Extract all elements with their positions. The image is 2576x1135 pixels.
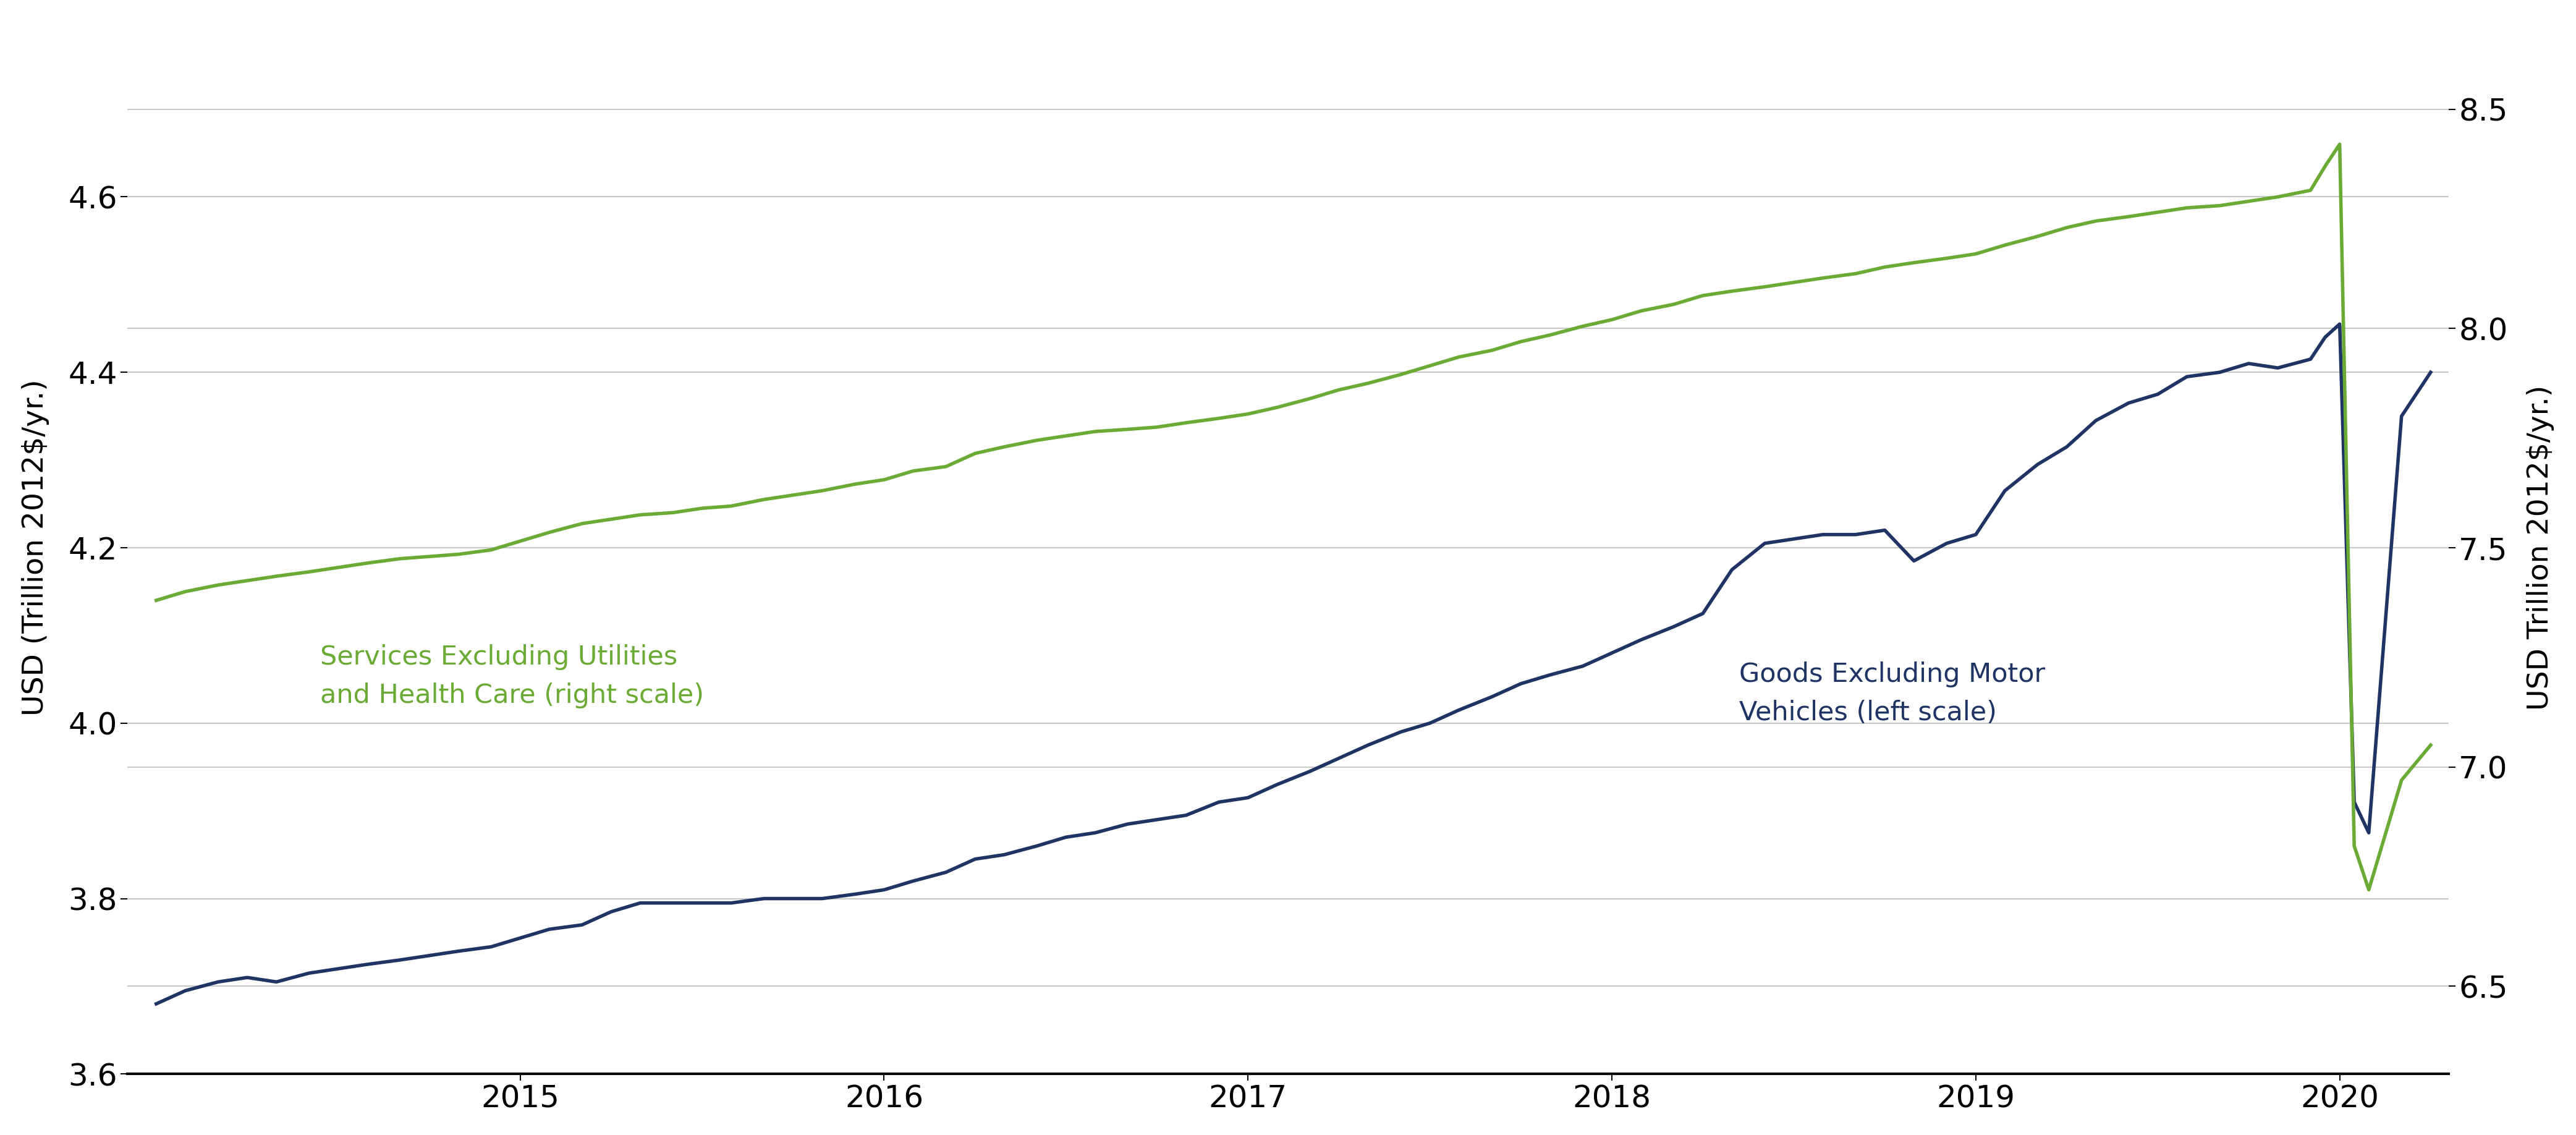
Text: Goods Excluding Motor
Vehicles (left scale): Goods Excluding Motor Vehicles (left sca… [1739, 662, 2045, 726]
Text: Services Excluding Utilities
and Health Care (right scale): Services Excluding Utilities and Health … [319, 645, 703, 708]
Y-axis label: USD (Trillion 2012$/yr.): USD (Trillion 2012$/yr.) [21, 379, 49, 716]
Y-axis label: USD Trillion 2012$/yr.): USD Trillion 2012$/yr.) [2527, 385, 2555, 711]
